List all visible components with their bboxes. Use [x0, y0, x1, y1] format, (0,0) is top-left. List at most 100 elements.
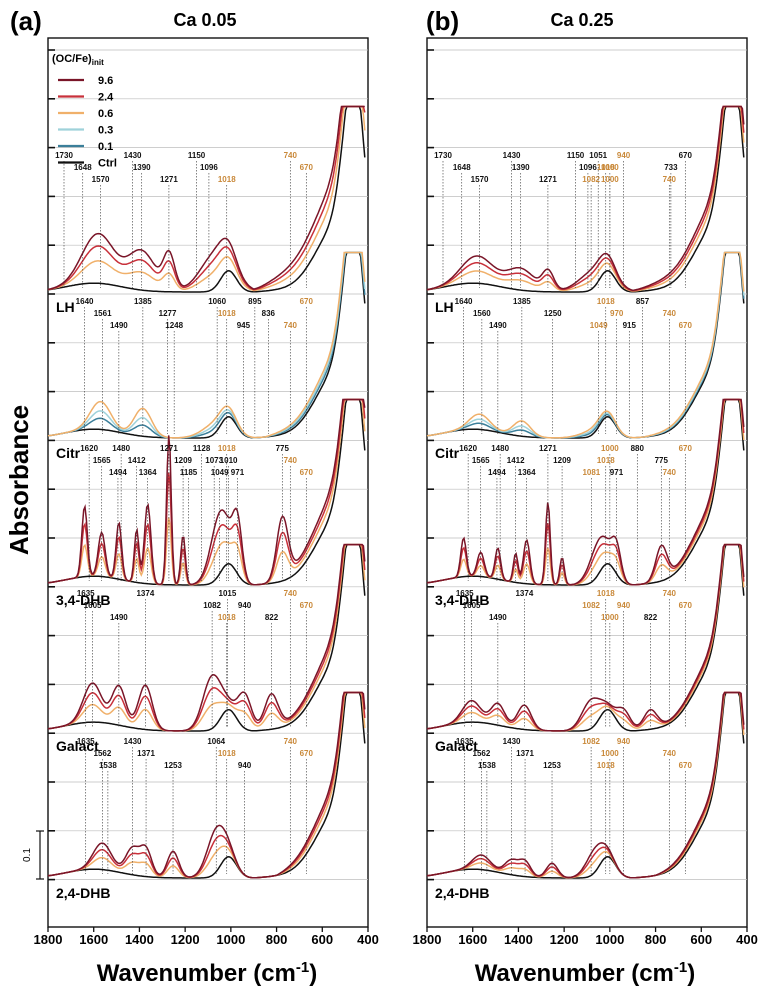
- peak-label: 1430: [503, 151, 521, 160]
- series-line-0.3: [426, 251, 745, 439]
- peak-label: 1018: [597, 297, 615, 306]
- peak-label: 836: [262, 309, 276, 318]
- x-tick-label: 1200: [550, 932, 579, 947]
- sample-label: LH: [56, 299, 75, 315]
- x-tick-label: 1000: [595, 932, 624, 947]
- series-line-Ctrl: [426, 398, 745, 586]
- peak-label: 1730: [434, 151, 452, 160]
- peak-label: 1494: [488, 468, 506, 477]
- peak-label: 857: [636, 297, 650, 306]
- peak-label: 1082: [582, 175, 600, 184]
- peak-label: 1570: [471, 175, 489, 184]
- series-line-Ctrl: [47, 105, 366, 293]
- sample-2: 3,4-DHB 1620 1565 1494 1480 1412 1364 1271 1209 1…: [426, 398, 745, 608]
- peak-label: 1271: [539, 444, 557, 453]
- peak-label: 1081: [582, 468, 600, 477]
- peak-label: 1570: [92, 175, 110, 184]
- peak-label: 1018: [597, 163, 615, 172]
- scale-bar-label: 0.1: [22, 848, 33, 862]
- peak-label: 1064: [207, 737, 225, 746]
- series-line-Ctrl: [426, 691, 745, 879]
- legend-label-2.4: 2.4: [98, 92, 114, 104]
- peak-label: 1271: [160, 175, 178, 184]
- series-line-0.6: [426, 691, 745, 879]
- peak-label: 1250: [544, 309, 562, 318]
- peak-label: 1051: [589, 151, 607, 160]
- peak-label: 940: [238, 761, 252, 770]
- peak-label: 1730: [55, 151, 73, 160]
- sample-label: LH: [435, 299, 454, 315]
- peak-label: 1561: [94, 309, 112, 318]
- peak-label: 740: [284, 151, 298, 160]
- peak-label: 1060: [208, 297, 226, 306]
- peak-label: 1635: [456, 737, 474, 746]
- peak-label: 1562: [473, 749, 491, 758]
- peak-label: 1490: [489, 321, 507, 330]
- peak-label: 1430: [503, 737, 521, 746]
- series-line-Ctrl: [47, 398, 366, 586]
- series-line-0.6: [47, 398, 366, 586]
- series-line-2.4: [426, 105, 745, 292]
- peak-label: 1635: [456, 589, 474, 598]
- peak-label: 1000: [601, 613, 619, 622]
- peak-label: 1018: [218, 613, 236, 622]
- series-line-Ctrl: [426, 105, 745, 293]
- series-line-2.4: [47, 105, 366, 291]
- sample-1: Citr164015611490138512771248106010189458…: [47, 251, 366, 461]
- peak-label: 670: [300, 163, 314, 172]
- peak-label: 1364: [139, 468, 157, 477]
- peak-label: 1000: [601, 749, 619, 758]
- peak-label: 1000: [601, 163, 619, 172]
- peak-label: 740: [284, 589, 298, 598]
- peak-label: 940: [617, 737, 631, 746]
- peak-label: 1635: [77, 589, 95, 598]
- peak-label: 1015: [219, 589, 237, 598]
- peak-label: 733: [664, 163, 678, 172]
- peak-label: 1271: [539, 175, 557, 184]
- x-tick-label: 1400: [125, 932, 154, 947]
- peak-label: 1565: [93, 456, 111, 465]
- peak-label: 740: [284, 456, 298, 465]
- peak-label: 1371: [137, 749, 155, 758]
- peak-label: 1049: [211, 468, 229, 477]
- series-line-2.4: [426, 691, 745, 879]
- peak-label: 740: [284, 737, 298, 746]
- peak-label: 1490: [110, 613, 128, 622]
- series-line-2.4: [426, 398, 745, 586]
- peak-label: 740: [663, 309, 677, 318]
- series-line-0.6: [426, 398, 745, 586]
- peak-label: 670: [679, 601, 693, 610]
- x-tick-label: 400: [357, 932, 379, 947]
- x-tick-label: 800: [645, 932, 667, 947]
- peak-label: 940: [617, 151, 631, 160]
- peak-label: 1271: [160, 444, 178, 453]
- peak-label: 1082: [582, 737, 600, 746]
- peak-label: 1430: [124, 737, 142, 746]
- x-tick-label: 400: [736, 932, 758, 947]
- legend-label-9.6: 9.6: [98, 75, 113, 87]
- sample-label: Citr: [56, 445, 81, 461]
- peak-label: 1490: [489, 613, 507, 622]
- peak-label: 971: [610, 468, 624, 477]
- series-line-0.1: [426, 251, 745, 439]
- peak-label: 1635: [77, 737, 95, 746]
- peak-label: 880: [631, 444, 645, 453]
- panel-b-title: Ca 0.25: [550, 10, 613, 30]
- legend-label-0.1: 0.1: [98, 141, 113, 153]
- peak-label: 1374: [136, 589, 154, 598]
- series-line-9.6: [47, 398, 366, 586]
- peak-label: 1082: [582, 601, 600, 610]
- y-axis-label: Absorbance: [4, 405, 34, 555]
- series-line-2.4: [47, 398, 366, 586]
- peak-label: 1253: [543, 761, 561, 770]
- peak-label: 1412: [128, 456, 146, 465]
- legend-label-0.3: 0.3: [98, 125, 113, 137]
- peak-label: 1128: [193, 444, 211, 453]
- peak-label: 1082: [203, 601, 221, 610]
- legend-label-Ctrl: Ctrl: [98, 158, 117, 170]
- sample-3: Galact1635160514901374108210001018940822…: [426, 543, 745, 754]
- series-line-Ctrl: [426, 543, 745, 732]
- sample-label: Galact: [435, 738, 478, 754]
